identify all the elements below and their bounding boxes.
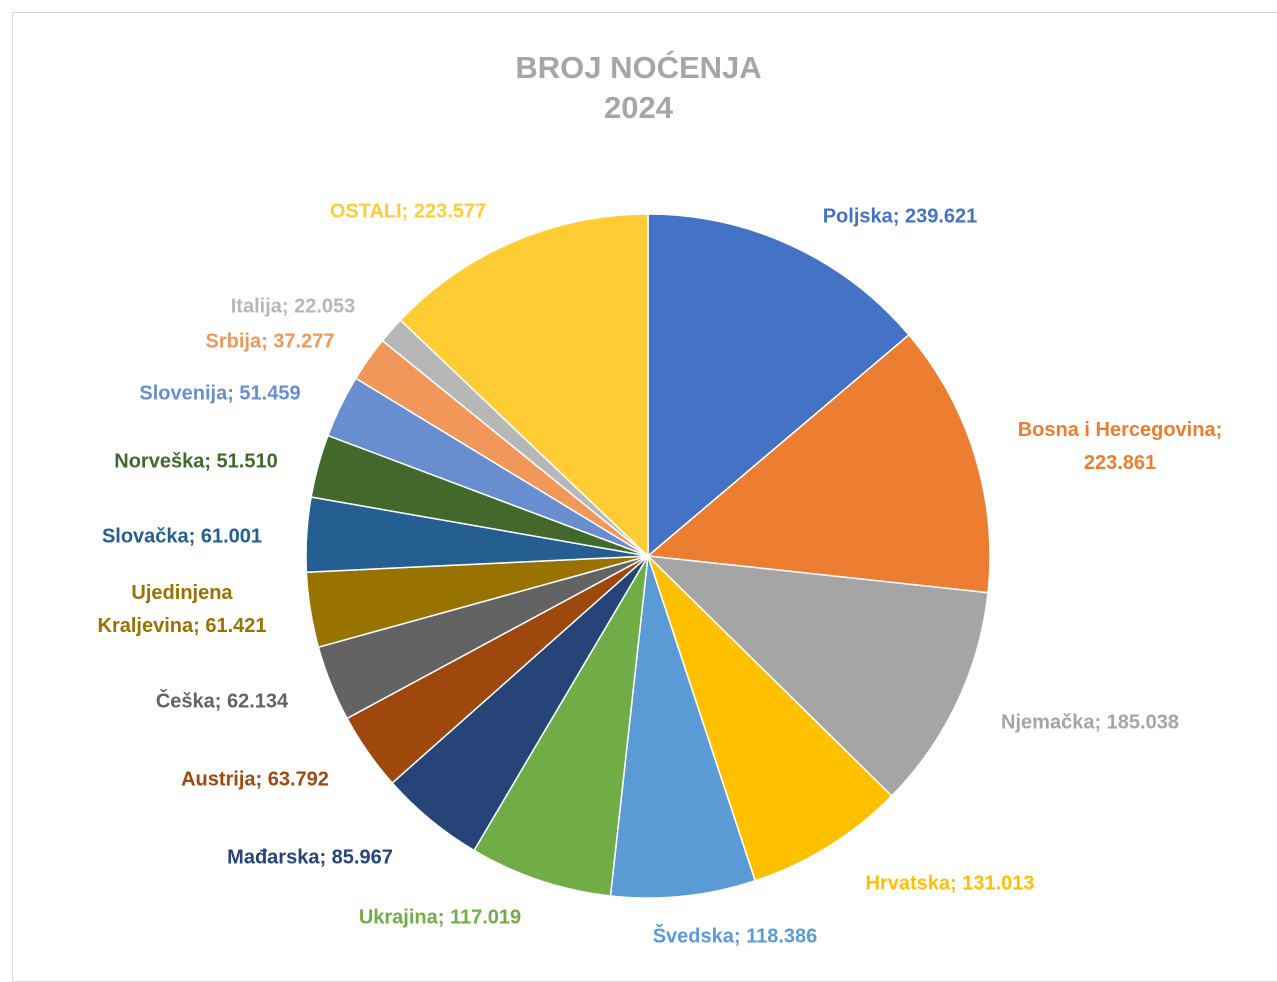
pie-slice [647,555,893,882]
data-label: Austrija; 63.792 [181,768,329,791]
pie-slice [646,333,991,594]
data-label: Ujedinjena Kraljevina; 61.421 [97,582,267,637]
data-label: Ukrajina; 117.019 [358,906,522,929]
chart-title: BROJ NOĆENJA [515,50,762,85]
data-label: Mađarska; 85.967 [227,846,393,869]
data-label: Srbija; 37.277 [205,330,335,353]
data-label: Švedska; 118.386 [652,925,818,948]
data-label: Italija; 22.053 [230,295,356,318]
data-label: Češka; 62.134 [155,690,289,713]
data-label: Slovenija; 51.459 [139,382,301,405]
pie-slice [645,555,989,797]
data-label: Norveška; 51.510 [114,450,278,473]
data-label: Bosna i Hercegovina; 223.861 [1017,419,1223,474]
data-label: Njemačka; 185.038 [1001,711,1179,734]
pie-slice [473,555,649,897]
data-label: Hrvatska; 131.013 [865,872,1035,895]
data-label: Slovačka; 61.001 [101,525,263,548]
pie-slice [609,555,757,899]
data-label: Poljska; 239.621 [822,205,978,228]
data-label: OSTALI; 223.577 [329,200,487,223]
pie-slice [647,213,910,558]
pie-slice [399,213,649,558]
chart-subtitle: 2024 [604,90,673,125]
